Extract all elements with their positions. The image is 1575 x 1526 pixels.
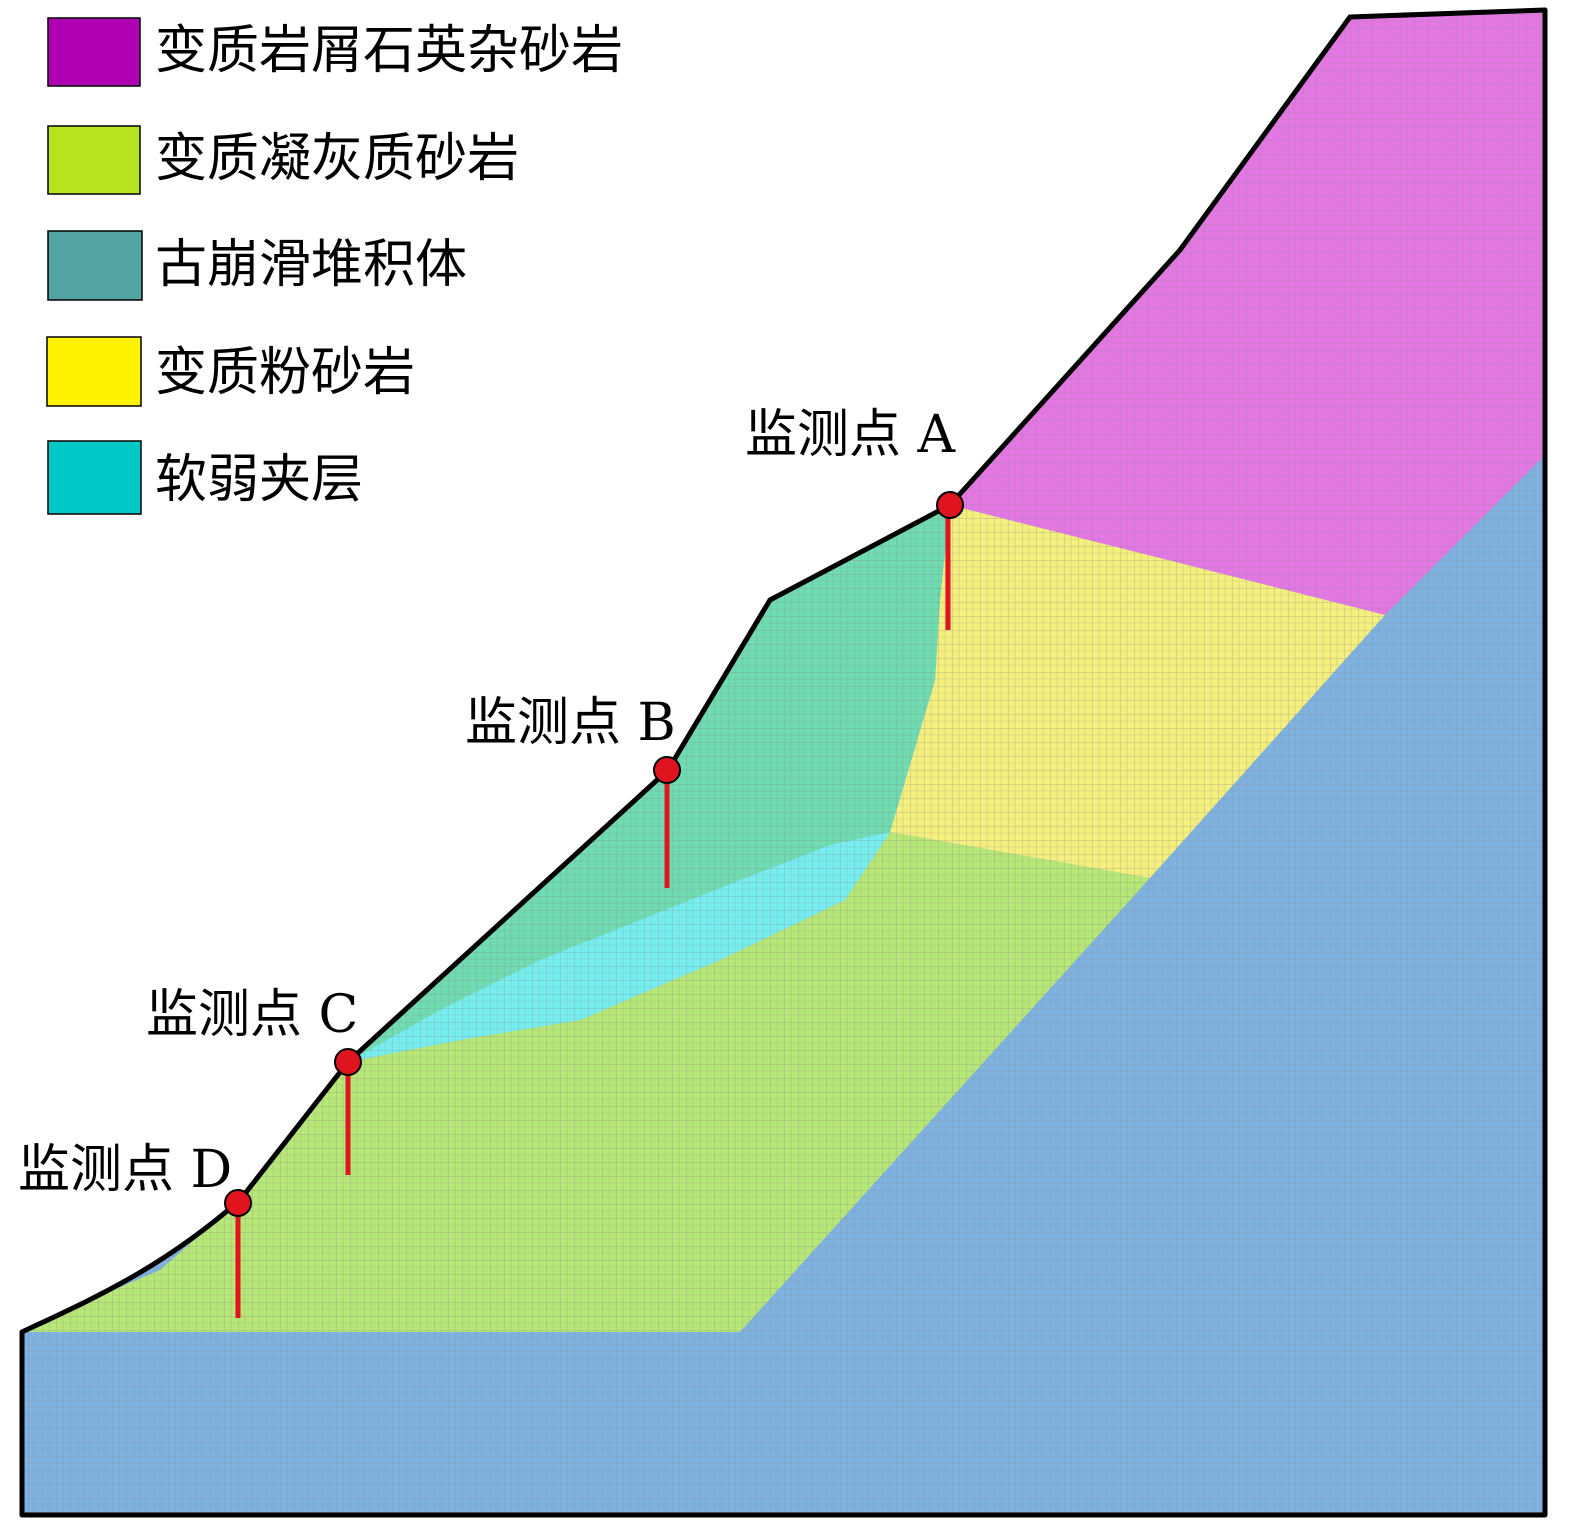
legend-item-metamorphic-tuffaceous-sandstone: 变质凝灰质砂岩 bbox=[47, 125, 519, 195]
legend-label: 变质岩屑石英杂砂岩 bbox=[155, 21, 623, 81]
monitoring-point-B: 监测点 B bbox=[465, 693, 681, 888]
monitoring-marker bbox=[224, 1189, 252, 1217]
monitoring-label: 监测点 B bbox=[465, 693, 676, 753]
legend-swatch bbox=[47, 230, 143, 301]
legend-label: 软弱夹层 bbox=[155, 450, 363, 510]
legend-swatch bbox=[47, 440, 142, 515]
legend-item-weak-interlayer: 软弱夹层 bbox=[47, 440, 363, 515]
legend-label: 古崩滑堆积体 bbox=[155, 235, 467, 295]
legend-item-metamorphic-siltstone: 变质粉砂岩 bbox=[46, 336, 415, 407]
legend: 变质岩屑石英杂砂岩 变质凝灰质砂岩 古崩滑堆积体 变质粉砂岩 软弱夹层 bbox=[46, 17, 623, 515]
monitoring-marker bbox=[936, 491, 964, 519]
legend-item-metamorphic-debris-quartz-sandstone: 变质岩屑石英杂砂岩 bbox=[47, 17, 623, 87]
legend-swatch bbox=[46, 336, 142, 407]
monitoring-marker bbox=[653, 756, 681, 784]
legend-label: 变质凝灰质砂岩 bbox=[155, 129, 519, 189]
monitoring-label: 监测点 D bbox=[18, 1140, 232, 1200]
monitoring-point-A: 监测点 A bbox=[745, 405, 964, 630]
monitoring-label: 监测点 A bbox=[745, 405, 957, 465]
legend-label: 变质粉砂岩 bbox=[155, 343, 415, 403]
legend-item-ancient-landslide-deposit: 古崩滑堆积体 bbox=[47, 230, 467, 301]
slope-outline bbox=[19, 7, 1548, 1518]
monitoring-point-D: 监测点 D bbox=[18, 1140, 252, 1318]
monitoring-point-C: 监测点 C bbox=[146, 985, 362, 1175]
legend-swatch bbox=[47, 125, 141, 195]
monitoring-label: 监测点 C bbox=[146, 985, 358, 1045]
legend-swatch bbox=[47, 17, 141, 87]
monitoring-marker bbox=[334, 1048, 362, 1076]
